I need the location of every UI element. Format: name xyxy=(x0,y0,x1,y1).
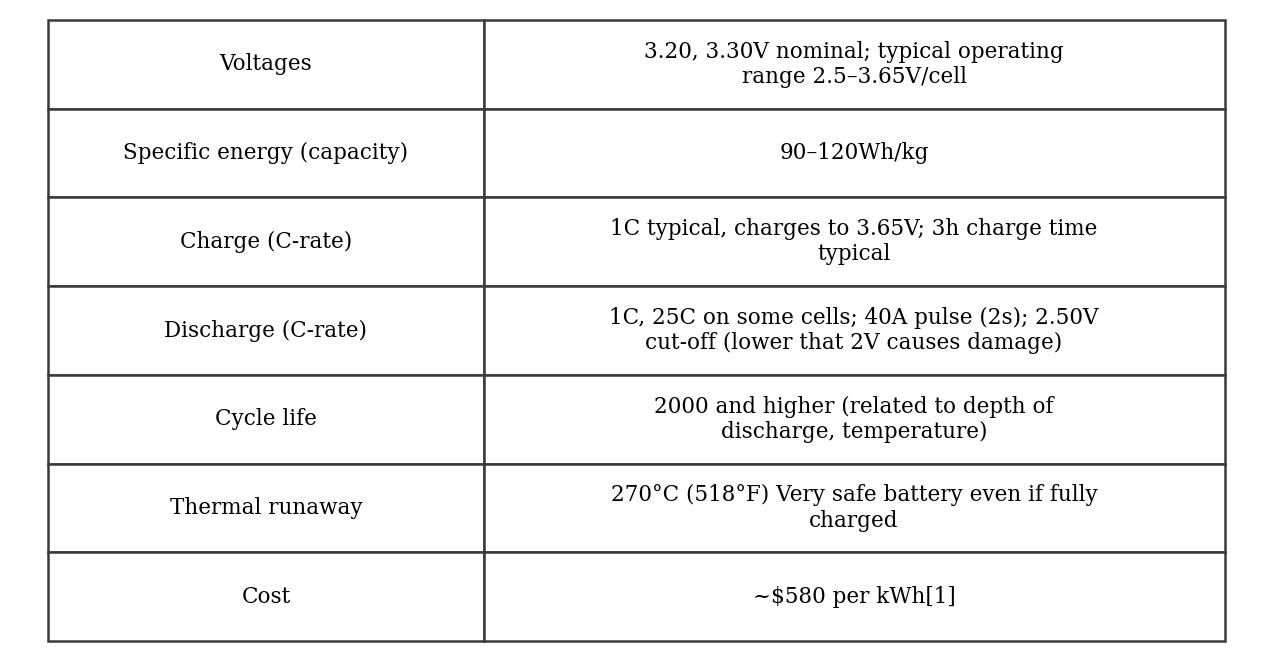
Bar xyxy=(48,108,484,198)
Text: 90–120Wh/kg: 90–120Wh/kg xyxy=(779,142,929,164)
Text: Voltages: Voltages xyxy=(220,54,312,75)
Text: 1C, 25C on some cells; 40A pulse (2s); 2.50V
cut-off (lower that 2V causes damag: 1C, 25C on some cells; 40A pulse (2s); 2… xyxy=(610,307,1099,354)
Bar xyxy=(484,198,1225,286)
Bar xyxy=(48,463,484,553)
Text: Charge (C-rate): Charge (C-rate) xyxy=(179,231,353,253)
Bar xyxy=(484,286,1225,375)
Text: 2000 and higher (related to depth of
discharge, temperature): 2000 and higher (related to depth of dis… xyxy=(654,395,1054,443)
Text: Cost: Cost xyxy=(242,586,290,607)
Text: 1C typical, charges to 3.65V; 3h charge time
typical: 1C typical, charges to 3.65V; 3h charge … xyxy=(611,218,1097,266)
Bar xyxy=(484,375,1225,463)
Text: Cycle life: Cycle life xyxy=(215,408,317,430)
Bar xyxy=(484,463,1225,553)
Bar xyxy=(484,108,1225,198)
Bar xyxy=(484,20,1225,108)
Text: 270°C (518°F) Very safe battery even if fully
charged: 270°C (518°F) Very safe battery even if … xyxy=(611,485,1097,531)
Text: Specific energy (capacity): Specific energy (capacity) xyxy=(123,142,409,164)
Bar xyxy=(48,553,484,641)
Bar xyxy=(48,198,484,286)
Text: Thermal runaway: Thermal runaway xyxy=(169,497,363,519)
Bar xyxy=(48,375,484,463)
Bar xyxy=(48,286,484,375)
Bar xyxy=(484,553,1225,641)
Bar xyxy=(48,20,484,108)
Text: Discharge (C-rate): Discharge (C-rate) xyxy=(164,319,368,342)
Text: 3.20, 3.30V nominal; typical operating
range 2.5–3.65V/cell: 3.20, 3.30V nominal; typical operating r… xyxy=(644,40,1064,88)
Text: ~$580 per kWh[1]: ~$580 per kWh[1] xyxy=(752,586,956,607)
